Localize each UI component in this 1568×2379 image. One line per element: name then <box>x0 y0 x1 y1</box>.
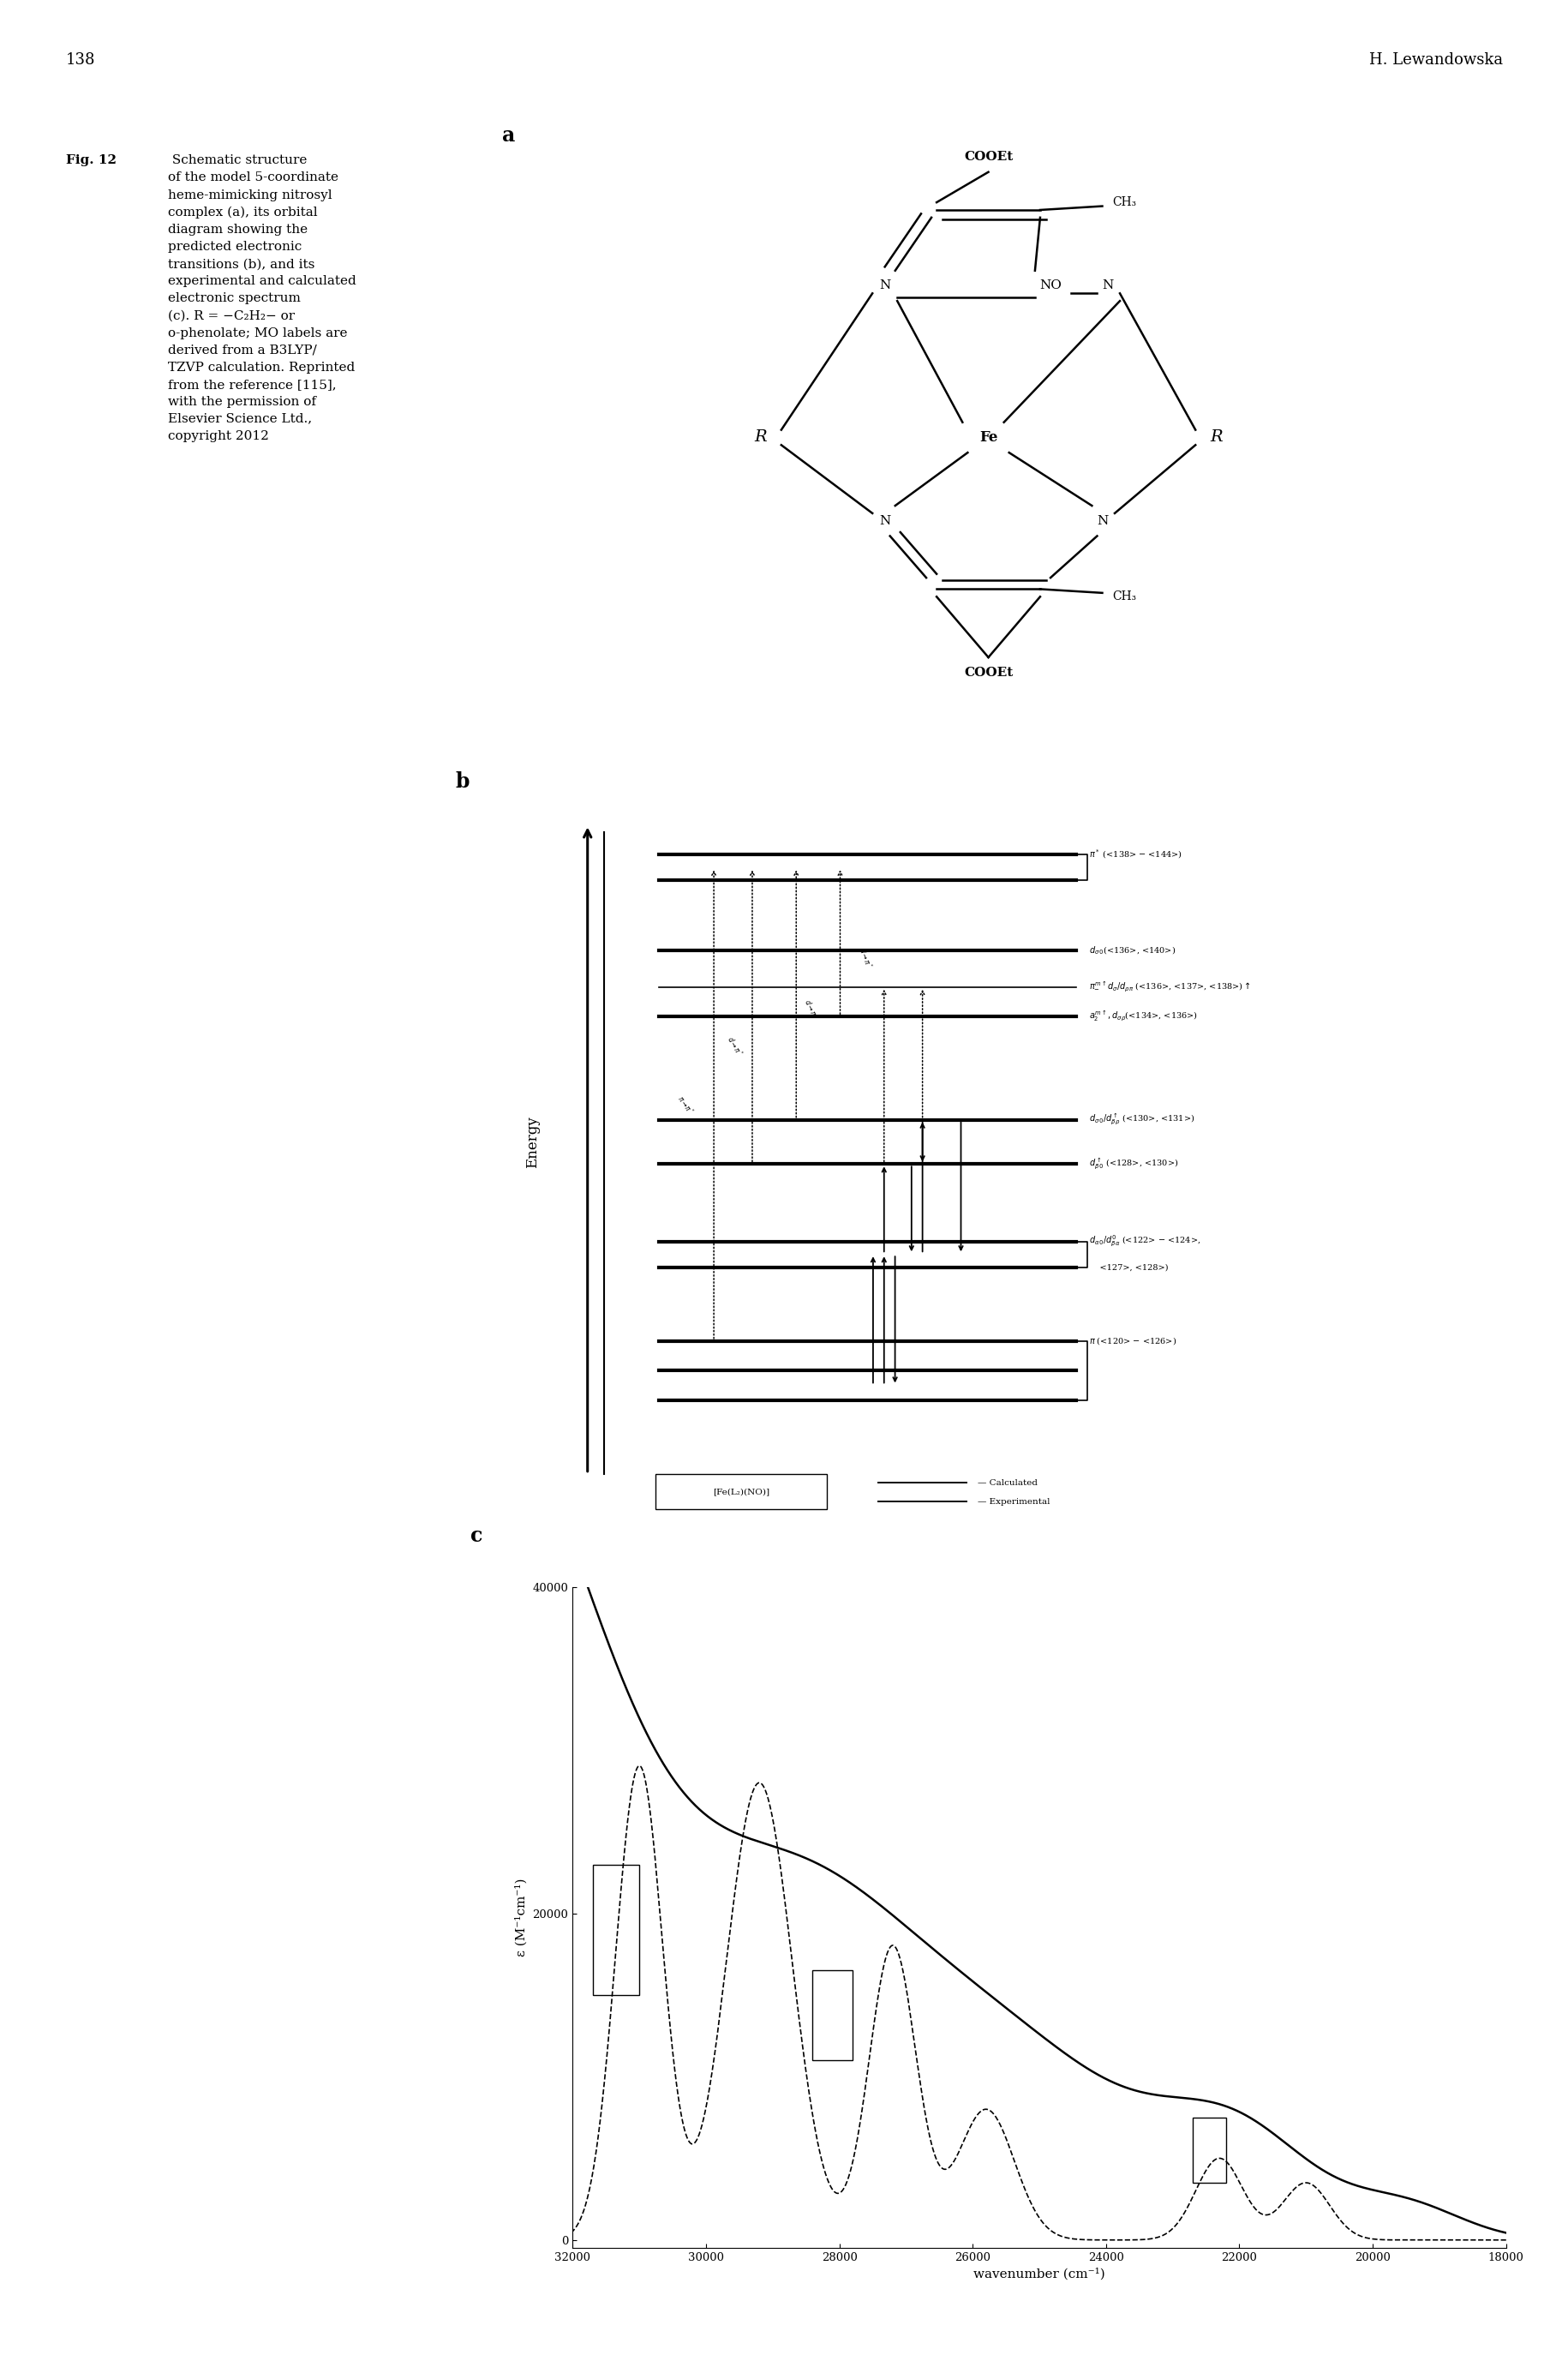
FancyBboxPatch shape <box>655 1473 826 1508</box>
Text: $\pi^*$ (<138> $-$ <144>): $\pi^*$ (<138> $-$ <144>) <box>1088 847 1182 861</box>
Text: $d_{\sigma\,0}/d_{\beta\rho}^{\uparrow}$ (<130>, <131>): $d_{\sigma\,0}/d_{\beta\rho}^{\uparrow}$… <box>1088 1113 1195 1128</box>
Bar <box>1192 2117 1226 2184</box>
Y-axis label: ε (M⁻¹cm⁻¹): ε (M⁻¹cm⁻¹) <box>516 1879 527 1956</box>
Text: $d \to \pi^*$: $d \to \pi^*$ <box>724 1035 745 1059</box>
Text: $d_{\alpha\,0}/d_{\beta\alpha}^{0}$ (<122> $-$ <124>,: $d_{\alpha\,0}/d_{\beta\alpha}^{0}$ (<12… <box>1088 1235 1201 1249</box>
Calculated <box>1444 2227 1463 2255</box>
Calculated <box>525 2227 544 2255</box>
Text: COOEt: COOEt <box>963 666 1013 678</box>
Calculated <box>525 2227 544 2255</box>
Text: c: c <box>470 1525 483 1546</box>
Text: $d \to \pi^*$: $d \to \pi^*$ <box>856 947 873 968</box>
Experimental <box>525 1435 544 1463</box>
Line: Calculated: Calculated <box>506 1765 1505 2241</box>
Text: $\pi^{m\uparrow}_{-} d_{\sigma}/d_{\rho\pi}$ (<136>, <137>, <138>)$\uparrow$: $\pi^{m\uparrow}_{-} d_{\sigma}/d_{\rho\… <box>1088 980 1250 994</box>
Text: R: R <box>754 431 767 445</box>
Calculated <box>1010 2163 1029 2191</box>
Text: $d_{\beta\,0}^{\uparrow}$ (<128>, <130>): $d_{\beta\,0}^{\uparrow}$ (<128>, <130>) <box>1088 1156 1178 1170</box>
Text: [Fe(L₂)(NO)]: [Fe(L₂)(NO)] <box>712 1487 770 1496</box>
Calculated <box>1496 2227 1515 2255</box>
Experimental <box>1444 2201 1463 2229</box>
Text: N: N <box>1101 281 1113 293</box>
Text: Schematic structure
of the model 5-coordinate
heme-mimicking nitrosyl
complex (a: Schematic structure of the model 5-coord… <box>168 155 356 442</box>
Text: CH₃: CH₃ <box>1112 197 1137 209</box>
Text: N: N <box>878 514 891 526</box>
Text: 138: 138 <box>66 52 96 67</box>
Text: a: a <box>502 126 514 145</box>
Text: $\pi \to \pi^*$: $\pi \to \pi^*$ <box>676 1094 696 1116</box>
Text: — Calculated: — Calculated <box>977 1480 1036 1487</box>
Text: Fig. 12: Fig. 12 <box>66 155 116 167</box>
Calculated <box>630 1751 649 1779</box>
Line: Experimental: Experimental <box>506 1399 1505 2234</box>
Experimental <box>1036 2025 1055 2053</box>
Calculated <box>709 2010 728 2039</box>
Text: N: N <box>878 281 891 293</box>
Experimental <box>1496 2220 1515 2248</box>
Text: b: b <box>456 771 470 792</box>
Text: COOEt: COOEt <box>963 150 1013 162</box>
Experimental <box>497 1385 516 1413</box>
Calculated <box>1036 2212 1055 2241</box>
Text: Energy: Energy <box>525 1116 539 1168</box>
Text: $d_{\sigma\,0}$(<136>, <140>): $d_{\sigma\,0}$(<136>, <140>) <box>1088 944 1176 956</box>
Text: NO: NO <box>1040 281 1062 293</box>
Text: $a_2^{m\uparrow},d_{\sigma\rho}$(<134>, <136>): $a_2^{m\uparrow},d_{\sigma\rho}$(<134>, … <box>1088 1009 1198 1023</box>
Text: N: N <box>1096 514 1107 526</box>
Text: <127>, <128>): <127>, <128>) <box>1088 1263 1168 1270</box>
Experimental <box>1010 2005 1029 2034</box>
Text: — Experimental: — Experimental <box>977 1499 1049 1506</box>
Text: $d \to \pi^*$: $d \to \pi^*$ <box>801 997 820 1021</box>
Experimental <box>709 1810 728 1839</box>
Experimental <box>525 1437 544 1465</box>
Text: R: R <box>1209 431 1221 445</box>
Text: Fe: Fe <box>978 431 997 445</box>
Text: H. Lewandowska: H. Lewandowska <box>1369 52 1502 67</box>
Text: CH₃: CH₃ <box>1112 590 1137 602</box>
Bar <box>812 1970 853 2060</box>
Bar <box>593 1865 640 1996</box>
Text: $\pi$ (<120> $-$ <126>): $\pi$ (<120> $-$ <126>) <box>1088 1335 1176 1347</box>
Calculated <box>497 2227 516 2255</box>
X-axis label: wavenumber (cm⁻¹): wavenumber (cm⁻¹) <box>974 2267 1104 2281</box>
